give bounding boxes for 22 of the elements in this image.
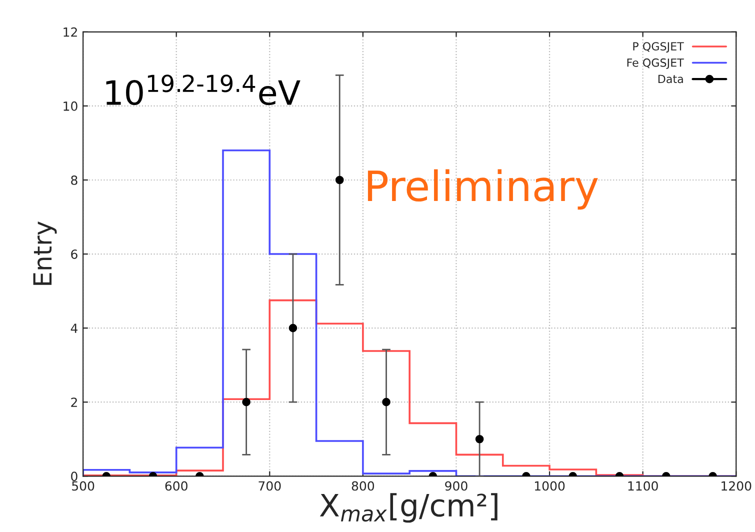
x-tick-label: 1000 [535, 481, 565, 491]
y-tick-label: 4 [70, 324, 78, 333]
x-tick-label: 900 [445, 481, 468, 491]
x-tick-label: 500 [72, 481, 94, 491]
y-tick-label: 6 [71, 250, 78, 259]
y-axis-title: Entry [33, 222, 57, 285]
x-tick-label: 700 [258, 481, 281, 491]
y-tick-label: 12 [64, 27, 77, 37]
annotation: Preliminary [368, 169, 598, 210]
legend-label: Fe QGSJET [627, 58, 684, 69]
legend-label: P QGSJET [633, 42, 684, 53]
legend-label: Data [658, 74, 683, 84]
annotation: 10$^{19.2-19.4}$eV [106, 74, 300, 106]
x-tick-label: 800 [352, 481, 374, 491]
x-tick-label: 600 [165, 481, 188, 491]
y-tick-label: 8 [71, 175, 78, 185]
x-tick-label: 1200 [722, 481, 752, 491]
x-axis-title: X$_{max}$[g/cm²] [320, 493, 498, 523]
y-tick-label: 10 [64, 101, 78, 111]
y-tick-label: 0 [71, 472, 78, 482]
y-tick-label: 2 [71, 398, 77, 407]
x-tick-label: 1100 [628, 481, 658, 491]
